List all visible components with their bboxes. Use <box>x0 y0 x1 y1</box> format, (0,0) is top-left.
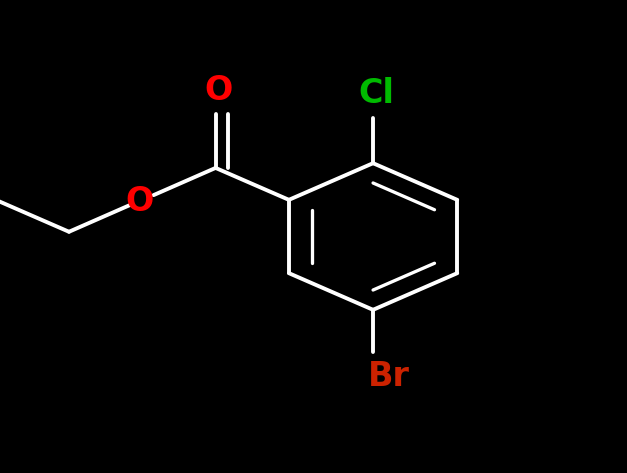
Text: Cl: Cl <box>358 77 394 110</box>
Text: O: O <box>204 74 233 107</box>
Text: O: O <box>125 185 153 218</box>
Text: Br: Br <box>368 359 409 393</box>
